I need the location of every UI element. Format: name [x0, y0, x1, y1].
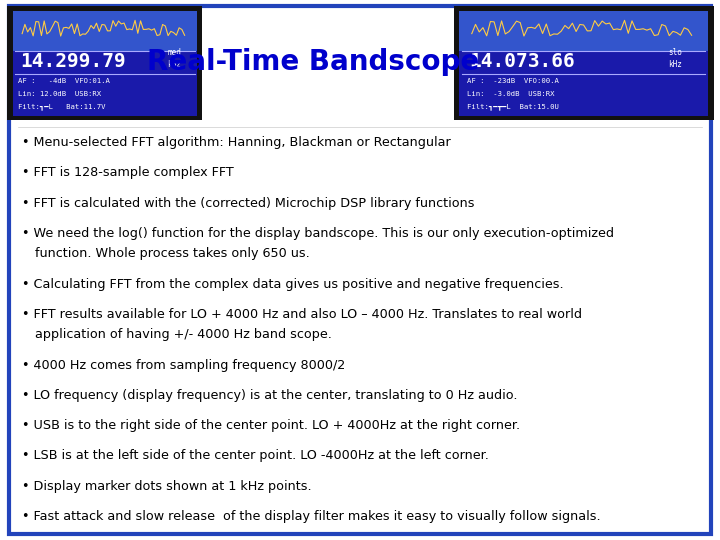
- Text: • FFT is 128-sample complex FFT: • FFT is 128-sample complex FFT: [22, 166, 233, 179]
- FancyBboxPatch shape: [7, 6, 202, 120]
- FancyBboxPatch shape: [459, 11, 708, 51]
- Text: Filt:┓━L   Bat:11.7V: Filt:┓━L Bat:11.7V: [19, 103, 106, 110]
- Text: AF :   -4dB  VFO:01.A: AF : -4dB VFO:01.A: [19, 78, 110, 84]
- FancyBboxPatch shape: [454, 6, 714, 120]
- FancyBboxPatch shape: [13, 11, 197, 116]
- Text: kHz: kHz: [668, 60, 682, 69]
- Text: Lin: 12.0dB  USB:RX: Lin: 12.0dB USB:RX: [19, 91, 102, 97]
- Text: • FFT is calculated with the (corrected) Microchip DSP library functions: • FFT is calculated with the (corrected)…: [22, 197, 474, 210]
- Text: slo: slo: [668, 49, 682, 57]
- Text: Filt:┓━┳━L  Bat:15.0U: Filt:┓━┳━L Bat:15.0U: [467, 103, 559, 110]
- Text: 14.073.66: 14.073.66: [469, 52, 575, 71]
- Text: • Menu-selected FFT algorithm: Hanning, Blackman or Rectangular: • Menu-selected FFT algorithm: Hanning, …: [22, 136, 450, 149]
- Text: • 4000 Hz comes from sampling frequency 8000/2: • 4000 Hz comes from sampling frequency …: [22, 359, 345, 372]
- Text: • LSB is at the left side of the center point. LO -4000Hz at the left corner.: • LSB is at the left side of the center …: [22, 449, 488, 462]
- Text: Real-Time Bandscope: Real-Time Bandscope: [147, 48, 480, 76]
- Text: kHz: kHz: [167, 60, 181, 69]
- Text: application of having +/- 4000 Hz band scope.: application of having +/- 4000 Hz band s…: [35, 328, 331, 341]
- Text: med: med: [167, 49, 181, 57]
- Text: 14.299.79: 14.299.79: [20, 52, 126, 71]
- Text: • Display marker dots shown at 1 kHz points.: • Display marker dots shown at 1 kHz poi…: [22, 480, 311, 492]
- Text: • FFT results available for LO + 4000 Hz and also LO – 4000 Hz. Translates to re: • FFT results available for LO + 4000 Hz…: [22, 308, 582, 321]
- Text: • LO frequency (display frequency) is at the center, translating to 0 Hz audio.: • LO frequency (display frequency) is at…: [22, 389, 517, 402]
- FancyBboxPatch shape: [13, 11, 197, 51]
- FancyBboxPatch shape: [9, 6, 711, 534]
- Text: • We need the log() function for the display bandscope. This is our only executi: • We need the log() function for the dis…: [22, 227, 613, 240]
- FancyBboxPatch shape: [459, 11, 708, 116]
- Text: • Calculating FFT from the complex data gives us positive and negative frequenci: • Calculating FFT from the complex data …: [22, 278, 563, 291]
- Text: • Fast attack and slow release  of the display filter makes it easy to visually : • Fast attack and slow release of the di…: [22, 510, 600, 523]
- Text: Lin:  -3.0dB  USB:RX: Lin: -3.0dB USB:RX: [467, 91, 554, 97]
- Text: function. Whole process takes only 650 us.: function. Whole process takes only 650 u…: [35, 247, 310, 260]
- Text: AF :  -23dB  VFO:00.A: AF : -23dB VFO:00.A: [467, 78, 559, 84]
- Text: • USB is to the right side of the center point. LO + 4000Hz at the right corner.: • USB is to the right side of the center…: [22, 419, 520, 432]
